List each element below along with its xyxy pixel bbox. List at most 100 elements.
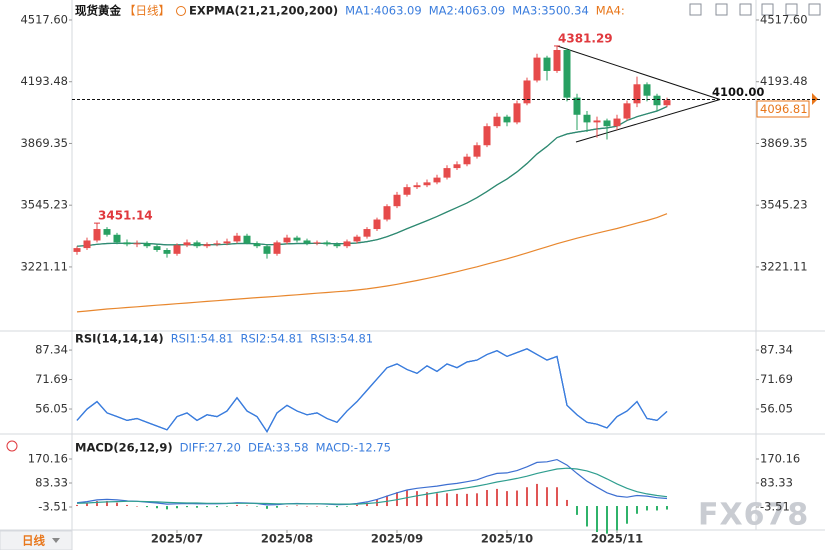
macd-bar [226,506,228,507]
macd-bar [76,504,78,507]
y-tick-label-right: 170.16 [760,451,800,465]
candle-body [93,229,101,241]
candle-body [333,244,341,247]
legend-item: MA2:4063.09 [429,4,506,18]
macd-bar [586,506,588,527]
trendline [556,45,721,100]
macd-bar [496,488,498,507]
macd-bar [106,501,108,507]
icon[interactable] [739,3,752,16]
candle-body [393,194,401,207]
candle-body [323,242,331,245]
legend-item: RSI(14,14,14) [75,332,164,346]
toolbar-icons [689,3,821,16]
macd-bar [656,506,658,511]
y-tick-label: 3221.11 [20,259,68,273]
macd-bar [326,506,328,507]
candle-body [623,103,631,119]
macd-bar [286,506,288,507]
candle-body [253,243,261,247]
icon[interactable] [808,3,821,16]
candle-body [423,182,431,186]
macd-bar [176,506,178,509]
macd-bar [186,506,188,508]
macd-bar [346,506,348,507]
macd-bar [606,506,608,534]
legend-item: DEA:33.58 [248,441,309,455]
macd-bar [436,493,438,507]
y-tick-label: 3545.23 [20,198,68,212]
macd-bar [446,493,448,507]
x-tick-label: 2025/09 [371,532,423,546]
candle-body [583,114,591,123]
candle-body [573,97,581,115]
period-button-label[interactable]: 日线 [22,534,45,548]
y-tick-label-right: 56.05 [760,402,793,416]
candle-body [133,243,141,245]
icon[interactable] [689,3,702,16]
macd-bar [336,506,338,508]
y-tick-label: 71.69 [35,372,68,386]
macd-bar [156,506,158,509]
macd-bar [166,506,168,510]
rsi-line [76,348,668,433]
macd-bar [506,491,508,507]
candle-body [543,57,551,71]
macd-bar [516,490,518,507]
period-button[interactable] [0,530,73,550]
icon[interactable] [785,3,798,16]
ma-line [76,213,668,313]
legend-item: MACD(26,12,9) [75,441,173,455]
candle-body [493,116,501,127]
candle-body [343,241,351,247]
legend-item: MACD:-12.75 [316,441,391,455]
macd-bar [556,487,558,507]
candle-body [453,164,461,169]
macd-bar [256,506,258,507]
candle-body [473,145,481,157]
macd-line [76,467,668,505]
x-tick-label: 2025/10 [481,532,533,546]
legend-item: RSI2:54.81 [240,332,303,346]
macd-bar [486,489,488,507]
legend-item: RSI3:54.81 [310,332,373,346]
macd-bar [276,506,278,508]
candle-body [263,246,271,254]
y-tick-label-right: -3.51 [760,500,790,514]
x-tick-label: 2025/07 [151,532,203,546]
y-tick-label: -3.51 [38,500,68,514]
y-tick-label-right: 83.33 [760,475,793,489]
y-tick-label: 87.34 [35,343,68,357]
candle-body [513,103,521,123]
y-tick-label-right: 4193.48 [760,74,808,88]
ma-line [76,106,668,247]
candle-body [303,240,311,244]
macd-bar [466,493,468,507]
candle-body [383,206,391,220]
macd-bar [526,487,528,507]
macd-bar [636,506,638,514]
candle-body [503,116,511,123]
icon[interactable] [715,3,728,16]
macd-bar [536,483,538,507]
macd-bar [576,506,578,515]
icon[interactable] [761,3,774,16]
price-line-label: 4100.00 [712,85,764,99]
candle-body [433,177,441,183]
macd-bar [146,506,148,508]
macd-bar [96,501,98,507]
last-price: 4096.81 [760,102,808,116]
candle-body [353,236,361,242]
candle-body [553,50,561,71]
x-tick-label: 2025/11 [591,532,643,546]
y-tick-label-right: 3221.11 [760,259,808,273]
macd-bar [366,502,368,507]
candle-body [613,118,621,127]
candle-body [643,84,651,96]
candle-body [143,243,151,247]
settings-icon[interactable] [6,440,18,452]
candle-body [213,243,221,245]
y-tick-label: 170.16 [28,451,68,465]
macd-bar [136,506,138,507]
